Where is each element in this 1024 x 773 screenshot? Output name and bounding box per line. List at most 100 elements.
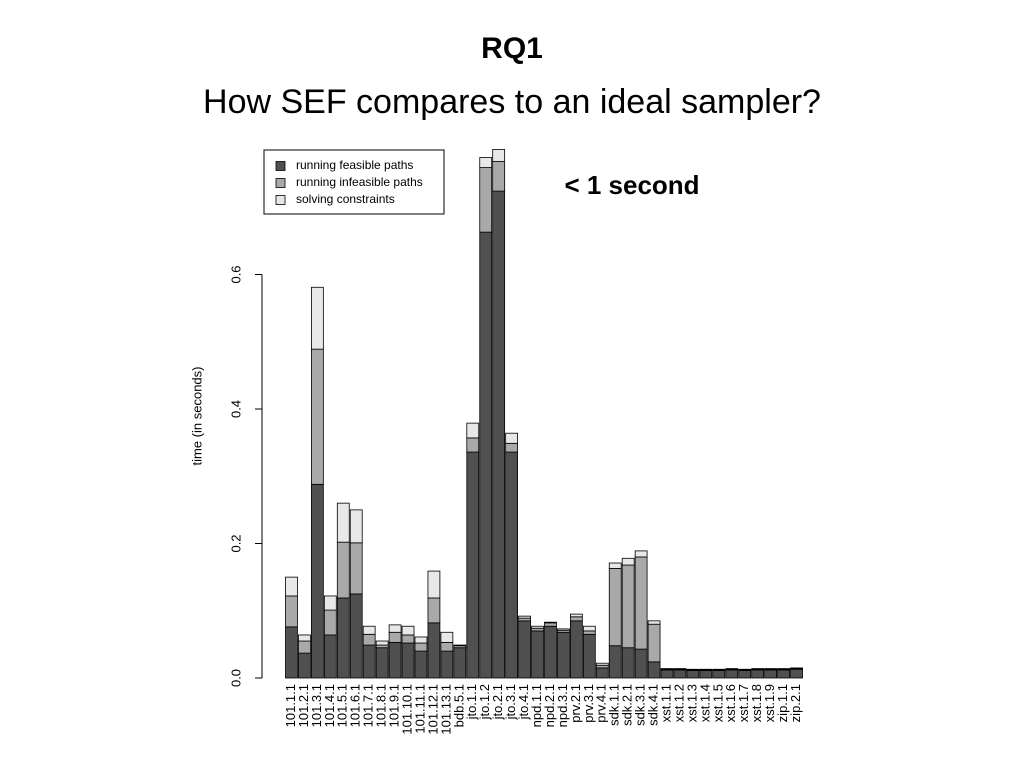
bar-segment [595,667,609,679]
bar-segment [375,647,389,679]
bar-segment [323,609,337,636]
bar-segment [479,167,493,233]
x-tick-label: sdk.2.1 [620,684,635,726]
bar-segment [298,652,311,679]
bar-segment [518,617,531,622]
bar-segment [777,668,790,670]
bar-segment [582,633,596,679]
bar-segment [492,190,506,679]
legend-label: running feasible paths [296,158,413,172]
bar-segment [738,668,752,671]
bar-segment [790,667,803,669]
bar-segment [634,556,648,650]
x-tick-label: jto.4.1 [516,684,531,720]
legend-box [263,149,445,215]
x-tick-label: npd.1.1 [529,684,544,727]
bar-segment [764,668,778,670]
bar-segment [427,622,441,679]
bar-segment [777,669,790,679]
bar-segment [349,509,363,544]
bar-segment [401,625,415,636]
bar-segment [388,641,402,679]
bar-segment [790,668,803,679]
bar-segment [544,625,557,679]
x-tick-label: zip.2.1 [788,684,803,722]
bar-segment [323,634,337,679]
bar-segment [401,642,415,679]
bar-segment [310,286,324,350]
bar-segment [725,669,739,679]
bar-segment [712,668,726,671]
chart-title: RQ1 [481,32,543,65]
bar-segment [401,634,415,644]
bar-segment [621,564,635,649]
bar-segment [440,631,454,643]
bar-segment [518,615,531,619]
bar-segment [505,451,518,679]
annotation: < 1 second [564,170,699,200]
bar-segment [310,483,324,679]
x-tick-label: 101.3.1 [309,684,324,727]
bar-segment [608,562,622,569]
bar-segment [349,593,363,679]
bar-segment [544,621,557,624]
bar-segment [466,451,480,679]
x-tick-label: 101.2.1 [296,684,311,727]
bar-segment [725,668,739,670]
bar-segment [375,644,389,649]
bar-segment [686,668,700,671]
x-tick-label: prv.2.1 [568,684,583,723]
bar-segment [531,625,544,629]
bar-segment [336,502,350,543]
bar-segment [570,620,583,679]
bar-segment [764,669,778,679]
x-tick-label: jto.3.1 [503,684,518,720]
x-tick-label: sdk.3.1 [633,684,648,726]
bar-segment [414,642,428,652]
bar-segment [751,668,765,670]
bar-segment [531,630,544,679]
bar-segment [712,670,726,679]
x-tick-label: xst.1.9 [762,684,777,722]
legend-label: running infeasible paths [296,175,423,189]
x-tick-label: xst.1.1 [658,684,673,722]
x-tick-label: 101.10.1 [399,684,414,735]
x-tick-label: jto.1.2 [477,684,492,720]
bar-segment [660,668,674,670]
x-tick-label: 101.12.1 [425,684,440,735]
x-tick-label: npd.3.1 [555,684,570,727]
bar-segment [557,631,570,679]
bar-segment [518,620,531,679]
bar-segment [582,630,596,635]
x-tick-label: xst.1.5 [710,684,725,722]
bar-segment [686,670,700,679]
bar-segment [505,442,518,453]
bar-segment [557,628,570,631]
x-tick-label: sdk.4.1 [646,684,661,726]
x-tick-label: xst.1.7 [736,684,751,722]
bar-segment [440,641,454,652]
bar-segment [349,542,363,595]
legend-label: solving constraints [296,192,395,206]
bar-segment [298,634,311,642]
x-tick-label: xst.1.2 [671,684,686,722]
x-tick-label: 101.1.1 [283,684,298,727]
x-tick-label: xst.1.4 [697,684,712,722]
x-tick-label: 101.5.1 [335,684,350,727]
bar-segment [647,623,661,663]
bar-segment [751,669,765,679]
bar-segment [544,622,557,627]
bar-segment [621,647,635,679]
legend-swatch [275,178,286,188]
x-tick-label: 101.9.1 [387,684,402,727]
bar-segment [414,636,428,644]
y-axis-label: time (in seconds) [189,367,204,466]
bar-segment [660,669,674,679]
bar-segment [362,644,376,679]
x-tick-label: 101.7.1 [361,684,376,727]
bar-segment [479,231,493,679]
x-tick-label: jto.2.1 [490,684,505,720]
x-tick-label: 101.8.1 [374,684,389,727]
